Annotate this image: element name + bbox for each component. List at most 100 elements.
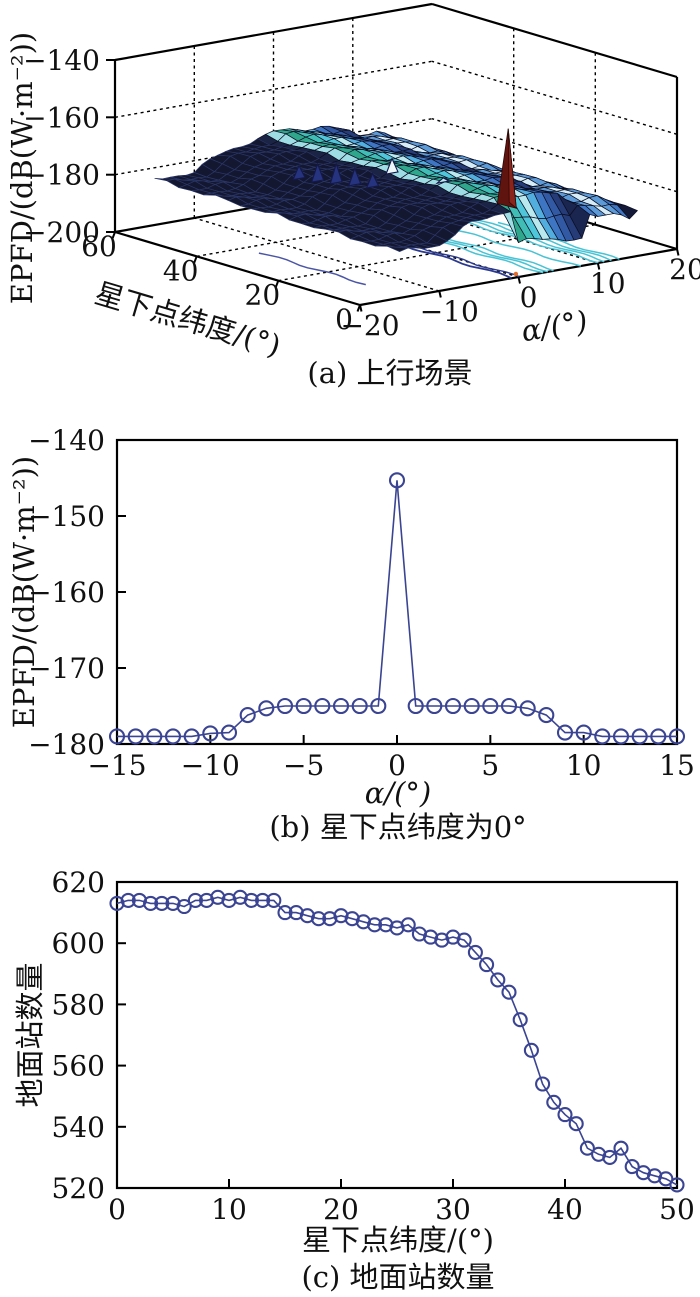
- surface-quad: [387, 245, 408, 252]
- data-point-marker: [120, 892, 136, 908]
- data-point-marker: [400, 917, 416, 933]
- data-point-marker: [176, 898, 192, 915]
- b-y-axis-label: EPFD/(dB(W·m⁻²)): [7, 456, 41, 728]
- data-point-marker: [557, 1107, 573, 1123]
- x-tick-mark: [359, 304, 363, 312]
- y-tick-label: −160: [28, 576, 105, 609]
- surface-peak: [365, 172, 380, 189]
- data-point-marker: [538, 707, 555, 724]
- y-tick-label: 0: [335, 303, 353, 336]
- y-tick-label: 40: [163, 254, 199, 287]
- x-tick-mark: [676, 248, 680, 256]
- data-point-marker: [546, 1094, 562, 1110]
- data-point-marker: [556, 724, 574, 741]
- surface-peak: [329, 161, 343, 185]
- data-line: [117, 480, 677, 738]
- data-point-marker: [669, 1177, 685, 1193]
- data-point-marker: [295, 697, 312, 715]
- z-tick-label: −200: [23, 216, 100, 249]
- y-tick-label: 620: [52, 866, 105, 899]
- z-tick-label: −160: [23, 101, 100, 134]
- caption-c: (c) 地面站数量: [301, 1260, 494, 1294]
- x-tick-mark: [596, 262, 601, 270]
- data-point-marker: [314, 697, 331, 715]
- data-point-marker: [367, 917, 383, 933]
- x-tick-label: 15: [659, 749, 695, 782]
- y-tick-label: −140: [28, 424, 105, 457]
- line-plot-area-b: −15 −10 −5 0 5 10 15 −180 −170 −160 −150 −140: [28, 424, 695, 782]
- floor-contour-dot: [513, 271, 519, 277]
- data-point-marker: [490, 972, 506, 988]
- data-point-marker: [258, 700, 275, 717]
- x-tick-label: 50: [659, 1193, 695, 1226]
- c-y-axis-label: 地面站数量: [13, 962, 47, 1107]
- chart-ground-station-count: 0 10 20 30 40 50 520 540 560 580 600 620 地面站数量 星下点纬…: [13, 866, 695, 1294]
- data-point-marker: [143, 895, 159, 911]
- b-x-axis-label: α/(°): [365, 776, 431, 810]
- data-point-marker: [535, 1076, 551, 1092]
- data-point-marker: [612, 728, 630, 745]
- box-edge: [431, 2, 678, 79]
- x-tick-label: 40: [547, 1193, 583, 1226]
- data-point-marker: [108, 728, 126, 745]
- y-tick-mark: [193, 255, 198, 264]
- z-tick-label: −180: [23, 159, 100, 192]
- data-point-marker: [243, 892, 259, 908]
- y-tick-mark: [274, 280, 280, 288]
- data-point-marker: [351, 697, 368, 715]
- y-tick-label: −170: [28, 652, 105, 685]
- x-tick-label: 20: [323, 1193, 359, 1226]
- grid-wall-left: [114, 60, 433, 118]
- data-point-marker: [519, 700, 536, 717]
- data-point-marker: [444, 697, 462, 715]
- data-point-marker: [164, 728, 182, 745]
- data-point-marker: [613, 1140, 629, 1156]
- z-tick-label: −140: [23, 44, 100, 77]
- data-point-marker: [266, 892, 282, 908]
- data-point-marker: [650, 728, 667, 745]
- data-point-marker: [146, 728, 163, 745]
- y-tick-label: 560: [52, 1050, 105, 1083]
- data-point-marker: [658, 1171, 674, 1187]
- surface-peak: [292, 164, 306, 181]
- x-tick-label: 30: [435, 1193, 471, 1226]
- x-tick-label: 10: [590, 267, 626, 300]
- x-tick-label: −5: [283, 749, 324, 782]
- data-point-marker: [202, 725, 219, 742]
- y-tick-label: 520: [52, 1172, 105, 1205]
- data-point-marker: [456, 932, 472, 948]
- surface-plot-area: −140 −160 −180 −200 0 20 40 60 −20 −10 0 10 20: [23, 2, 700, 342]
- data-point-marker: [594, 728, 611, 745]
- data-point-marker: [277, 905, 293, 921]
- data-point-marker: [568, 1116, 584, 1132]
- y-tick-label: −180: [28, 728, 105, 761]
- data-point-marker: [220, 724, 238, 741]
- x-tick-label: 10: [566, 749, 602, 782]
- caption-a: (a) 上行场景: [307, 356, 472, 390]
- data-point-marker: [575, 724, 592, 741]
- x-tick-label: 0: [520, 281, 538, 314]
- z-axis-label: EPFD/(dB(W·m⁻²)): [5, 32, 39, 304]
- data-point-marker: [332, 697, 350, 715]
- y-tick-label: 580: [52, 988, 105, 1021]
- grid-wall-left: [114, 118, 433, 176]
- data-point-marker: [187, 892, 203, 908]
- surface-peak: [435, 177, 451, 185]
- data-point-marker: [482, 697, 499, 715]
- y-tick-label: 20: [245, 279, 281, 312]
- data-point-marker: [624, 1159, 640, 1175]
- data-point-marker: [463, 697, 480, 715]
- x-tick-label: −15: [87, 749, 146, 782]
- x-tick-label: 0: [108, 1193, 126, 1226]
- y-tick-label: 60: [81, 230, 117, 263]
- y-tick-label: 540: [52, 1111, 105, 1144]
- x-tick-mark: [438, 290, 442, 298]
- c-x-axis-label: 星下点纬度/(°): [302, 1223, 494, 1257]
- plot-box: [115, 880, 679, 1190]
- chart-epfd-vs-alpha: −15 −10 −5 0 5 10 15 −180 −170 −160 −150 −140 EPFD/…: [7, 424, 695, 844]
- x-tick-label: 10: [211, 1193, 247, 1226]
- x-tick-label: −10: [420, 295, 479, 328]
- data-point-marker: [501, 984, 517, 1000]
- data-point-marker: [500, 697, 518, 715]
